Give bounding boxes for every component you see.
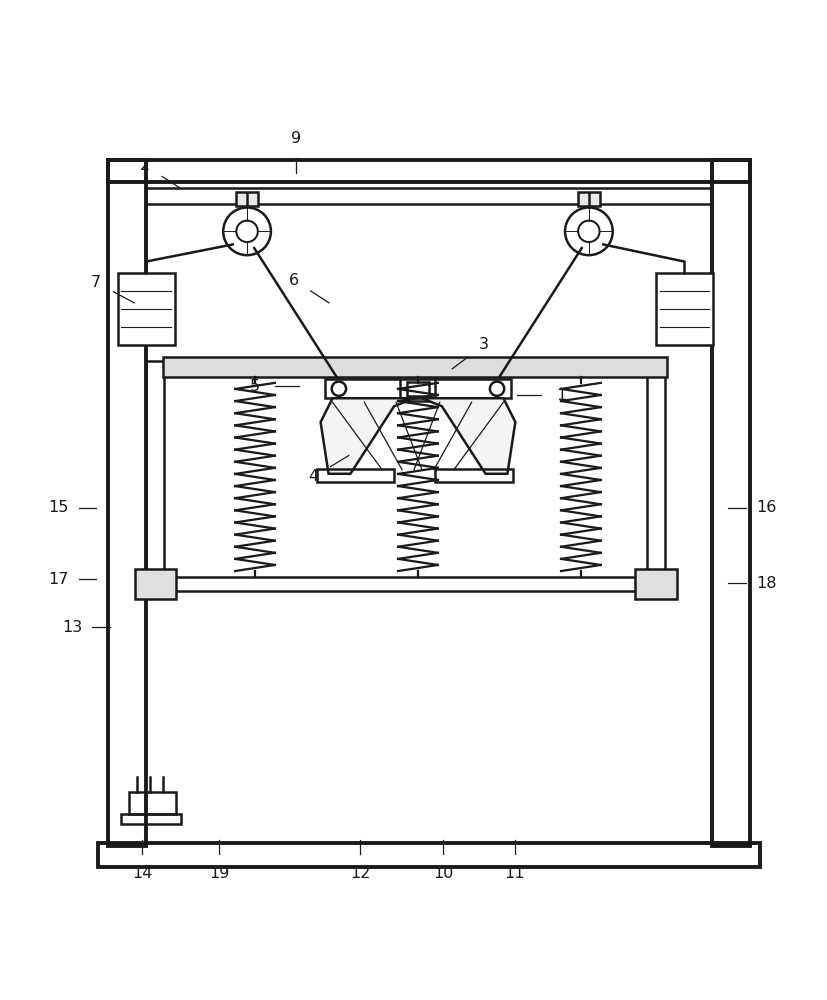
Polygon shape: [117, 273, 174, 345]
Text: 1: 1: [555, 388, 566, 403]
Polygon shape: [655, 273, 712, 345]
Polygon shape: [422, 398, 514, 474]
Text: 7: 7: [91, 275, 101, 290]
Text: 3: 3: [478, 337, 489, 352]
Text: 15: 15: [49, 500, 69, 515]
Text: 2: 2: [140, 158, 151, 173]
Circle shape: [223, 207, 270, 255]
Polygon shape: [577, 192, 600, 206]
Text: 6: 6: [289, 273, 299, 288]
Text: 18: 18: [755, 576, 776, 591]
Circle shape: [564, 207, 612, 255]
Text: 16: 16: [755, 500, 776, 515]
Text: 11: 11: [504, 866, 524, 881]
Polygon shape: [135, 569, 175, 599]
Polygon shape: [163, 357, 666, 377]
Text: 13: 13: [62, 620, 82, 635]
Polygon shape: [236, 192, 258, 206]
Text: 4: 4: [308, 469, 318, 484]
Text: 12: 12: [349, 866, 370, 881]
Text: 9: 9: [291, 131, 301, 146]
Text: 19: 19: [208, 866, 229, 881]
Text: 17: 17: [49, 572, 69, 587]
Text: 10: 10: [433, 866, 453, 881]
Polygon shape: [320, 398, 414, 474]
Polygon shape: [634, 569, 676, 599]
Text: 5: 5: [250, 379, 260, 394]
Text: 14: 14: [131, 866, 152, 881]
